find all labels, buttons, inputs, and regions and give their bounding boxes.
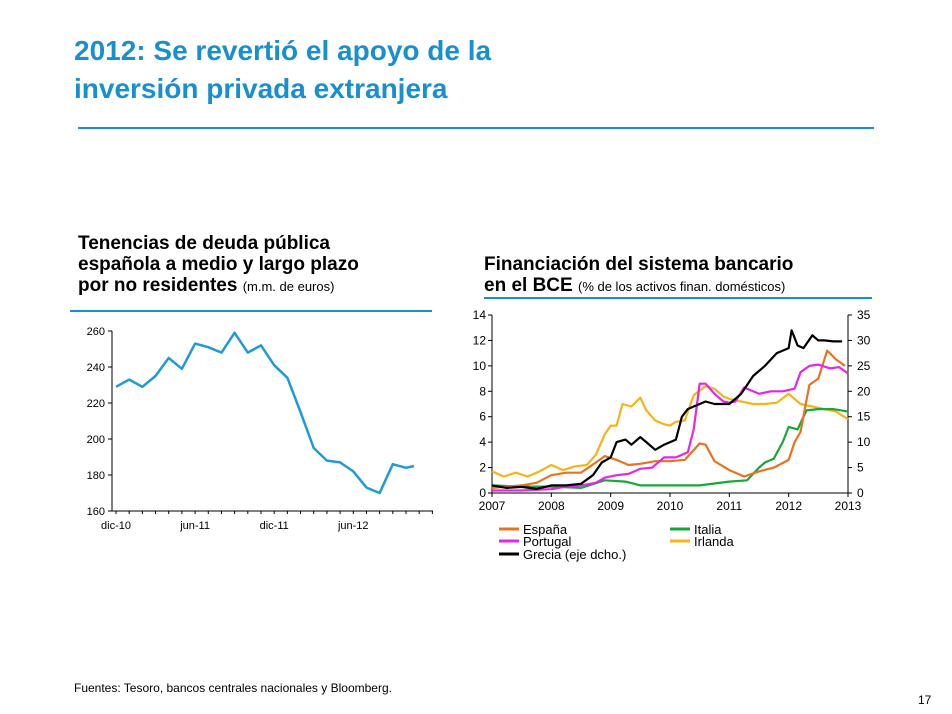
series-line-portugal <box>492 363 849 492</box>
series-line-irlanda <box>491 385 849 478</box>
right-y-tick-label: 30 <box>857 333 871 347</box>
left-chart-title-line-3: por no residentes <box>78 275 238 296</box>
series-line-grecia <box>491 329 843 490</box>
left-y-tick-label: 4 <box>479 435 486 449</box>
x-tick-label: jun-11 <box>179 520 210 532</box>
y-tick-label: 200 <box>87 434 105 446</box>
series-line-holdings <box>115 331 415 495</box>
legend-label: Irlanda <box>694 534 735 549</box>
left-chart: 160 180 200 220 240 260 dic-10 jun-11 dic-11 jun-… <box>87 326 433 532</box>
left-y-tick-label: 10 <box>473 359 487 373</box>
y-tick-label: 180 <box>87 470 105 482</box>
left-chart-title-line-2: española a medio y largo plazo <box>78 254 359 275</box>
right-y-tick-label: 15 <box>857 410 871 424</box>
left-chart-title-line-1: Tenencias de deuda pública <box>78 233 330 254</box>
x-tick-label: 2010 <box>657 499 684 513</box>
left-chart-divider <box>70 310 432 312</box>
page-number: 17 <box>918 693 932 707</box>
right-chart: 0 2 4 6 8 10 12 14 0 5 10 15 20 25 30 35 2007 2008 2009 201… <box>473 308 871 562</box>
x-tick-label: jun-12 <box>337 520 369 532</box>
x-tick-label: dic-10 <box>101 520 131 532</box>
page-title-line-1: 2012: Se revertió el apoyo de la <box>74 35 492 66</box>
left-y-tick-label: 6 <box>479 410 486 424</box>
right-chart-unit-note: (% de los activos finan. domésticos) <box>577 279 786 294</box>
right-chart-divider <box>484 297 872 299</box>
left-y-tick-label: 14 <box>473 308 487 322</box>
left-y-tick-label: 2 <box>479 461 486 475</box>
source-footnote: Fuentes: Tesoro, bancos centrales nacion… <box>74 681 392 695</box>
legend-label: Italia <box>694 522 722 537</box>
right-chart-title-line-1: Financiación del sistema bancario <box>484 254 794 275</box>
left-y-tick-label: 8 <box>479 384 486 398</box>
left-chart-unit-note: (m.m. de euros) <box>242 279 335 294</box>
series-line-espana <box>491 349 846 489</box>
x-tick-label: 2011 <box>716 499 742 513</box>
y-tick-label: 160 <box>87 506 105 518</box>
x-tick-label: dic-11 <box>260 520 289 532</box>
page-title-line-2: inversión privada extranjera <box>74 73 448 104</box>
legend-label: España <box>523 522 568 537</box>
x-tick-label: 2007 <box>479 499 506 513</box>
x-tick-label: 2012 <box>775 499 802 513</box>
left-y-tick-label: 12 <box>473 333 487 347</box>
right-y-tick-label: 5 <box>857 461 864 475</box>
x-tick-label: 2009 <box>597 499 624 513</box>
right-y-tick-label: 20 <box>857 384 871 398</box>
right-chart-title: Financiación del sistema bancario en el … <box>484 254 793 297</box>
right-y-tick-label: 25 <box>857 359 871 373</box>
x-tick-label: 2013 <box>835 499 862 513</box>
legend-label: Grecia (eje dcho.) <box>523 547 626 562</box>
x-tick-label: 2008 <box>538 499 565 513</box>
right-y-tick-label: 0 <box>857 486 864 500</box>
title-divider <box>78 127 874 129</box>
y-tick-label: 220 <box>87 398 105 410</box>
legend-label: Portugal <box>523 534 572 549</box>
y-tick-label: 260 <box>87 326 105 338</box>
left-y-tick-label: 0 <box>479 486 486 500</box>
left-chart-title: Tenencias de deuda pública española a me… <box>78 233 359 297</box>
right-y-tick-label: 10 <box>857 435 871 449</box>
series-line-italia <box>491 407 849 489</box>
right-y-tick-label: 35 <box>857 308 871 322</box>
right-chart-title-line-2: en el BCE <box>484 275 573 296</box>
y-tick-label: 240 <box>87 362 105 374</box>
page-title: 2012: Se revertió el apoyo de la inversi… <box>74 32 834 108</box>
